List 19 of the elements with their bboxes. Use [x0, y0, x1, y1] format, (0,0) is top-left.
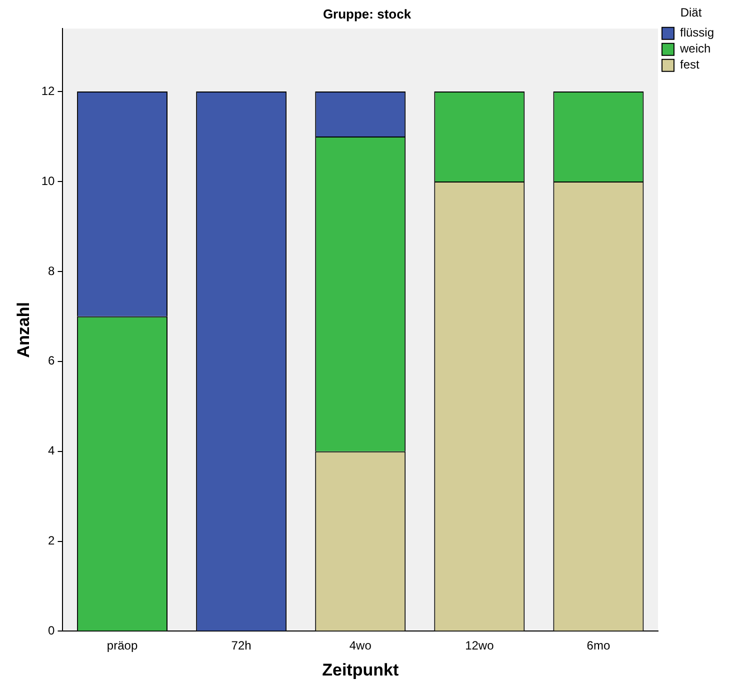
y-tick-label: 0	[48, 624, 56, 638]
y-tick-label: 10	[41, 174, 56, 188]
x-axis-title: Zeitpunkt	[322, 660, 399, 680]
x-tick-label: präop	[106, 638, 138, 653]
legend-label: weich	[678, 42, 711, 56]
legend-title: Diät	[680, 5, 702, 20]
y-axis-title: Anzahl	[14, 302, 33, 358]
legend-label: fest	[680, 58, 700, 72]
x-tick-label: 6mo	[586, 638, 610, 653]
x-tick-label: 72h	[231, 638, 252, 653]
y-tick-label: 4	[48, 444, 56, 458]
chart-title: Gruppe: stock	[322, 6, 412, 22]
y-tick-label: 2	[48, 534, 56, 548]
x-tick-label: 4wo	[349, 638, 372, 653]
y-tick-label: 12	[41, 84, 56, 98]
y-tick-label: 6	[48, 354, 56, 368]
y-tick-label: 8	[48, 264, 56, 278]
x-tick-label: 12wo	[465, 638, 494, 653]
legend-label: flüssig	[680, 26, 714, 40]
